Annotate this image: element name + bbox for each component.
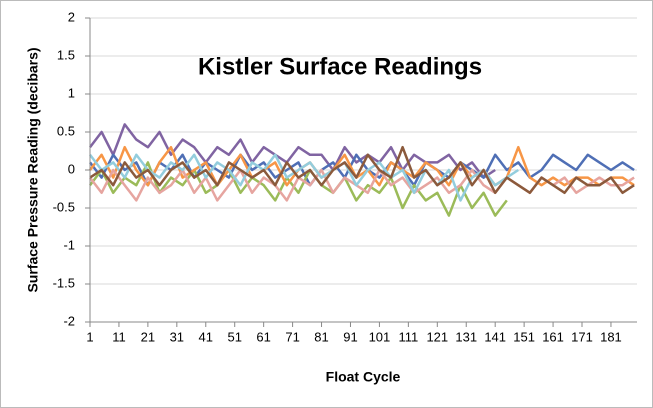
x-tick-label: 21 <box>141 329 155 344</box>
x-tick-label: 81 <box>314 329 328 344</box>
x-tick-label: 181 <box>600 329 622 344</box>
lines <box>89 123 635 217</box>
y-tick-label: 1 <box>68 85 75 100</box>
x-tick-label: 151 <box>513 329 535 344</box>
x-tick-label: 111 <box>398 329 418 344</box>
x-tick-label: 61 <box>256 329 270 344</box>
x-tick-label: 91 <box>343 329 357 344</box>
x-tick-label: 11 <box>112 329 126 344</box>
x-tick-label: 131 <box>455 329 477 344</box>
x-tick-label: 71 <box>285 329 299 344</box>
y-tick-label: -0.5 <box>53 199 75 214</box>
x-tick-label: 101 <box>369 329 391 344</box>
x-tick-label: 161 <box>542 329 564 344</box>
x-tick-label: 31 <box>170 329 184 344</box>
x-tick-label: 51 <box>227 329 241 344</box>
y-tick-label: -1.5 <box>53 275 75 290</box>
y-tick-label: 2 <box>68 9 75 24</box>
y-tick-label: 0 <box>68 161 75 176</box>
x-tick-label: 121 <box>426 329 448 344</box>
y-tick-label: 1.5 <box>57 47 75 62</box>
y-tick-label: -2 <box>63 313 75 328</box>
x-tick-label: 41 <box>199 329 213 344</box>
y-axis-title: Surface Pressure Reading (decibars) <box>25 47 41 292</box>
y-tick-label: -1 <box>63 237 75 252</box>
axes: -2-1.5-1-0.500.511.521 11 21 31 41 51 61 71 81 91… <box>53 9 637 344</box>
series-line <box>89 145 635 195</box>
x-axis-title: Float Cycle <box>326 369 401 385</box>
chart-title: Kistler Surface Readings <box>198 53 482 80</box>
series-line <box>89 153 519 202</box>
y-tick-label: 0.5 <box>57 123 75 138</box>
x-tick-label: 1 <box>86 329 93 344</box>
x-tick-label: 141 <box>484 329 506 344</box>
x-tick-label: 171 <box>571 329 593 344</box>
series-line <box>89 153 635 187</box>
